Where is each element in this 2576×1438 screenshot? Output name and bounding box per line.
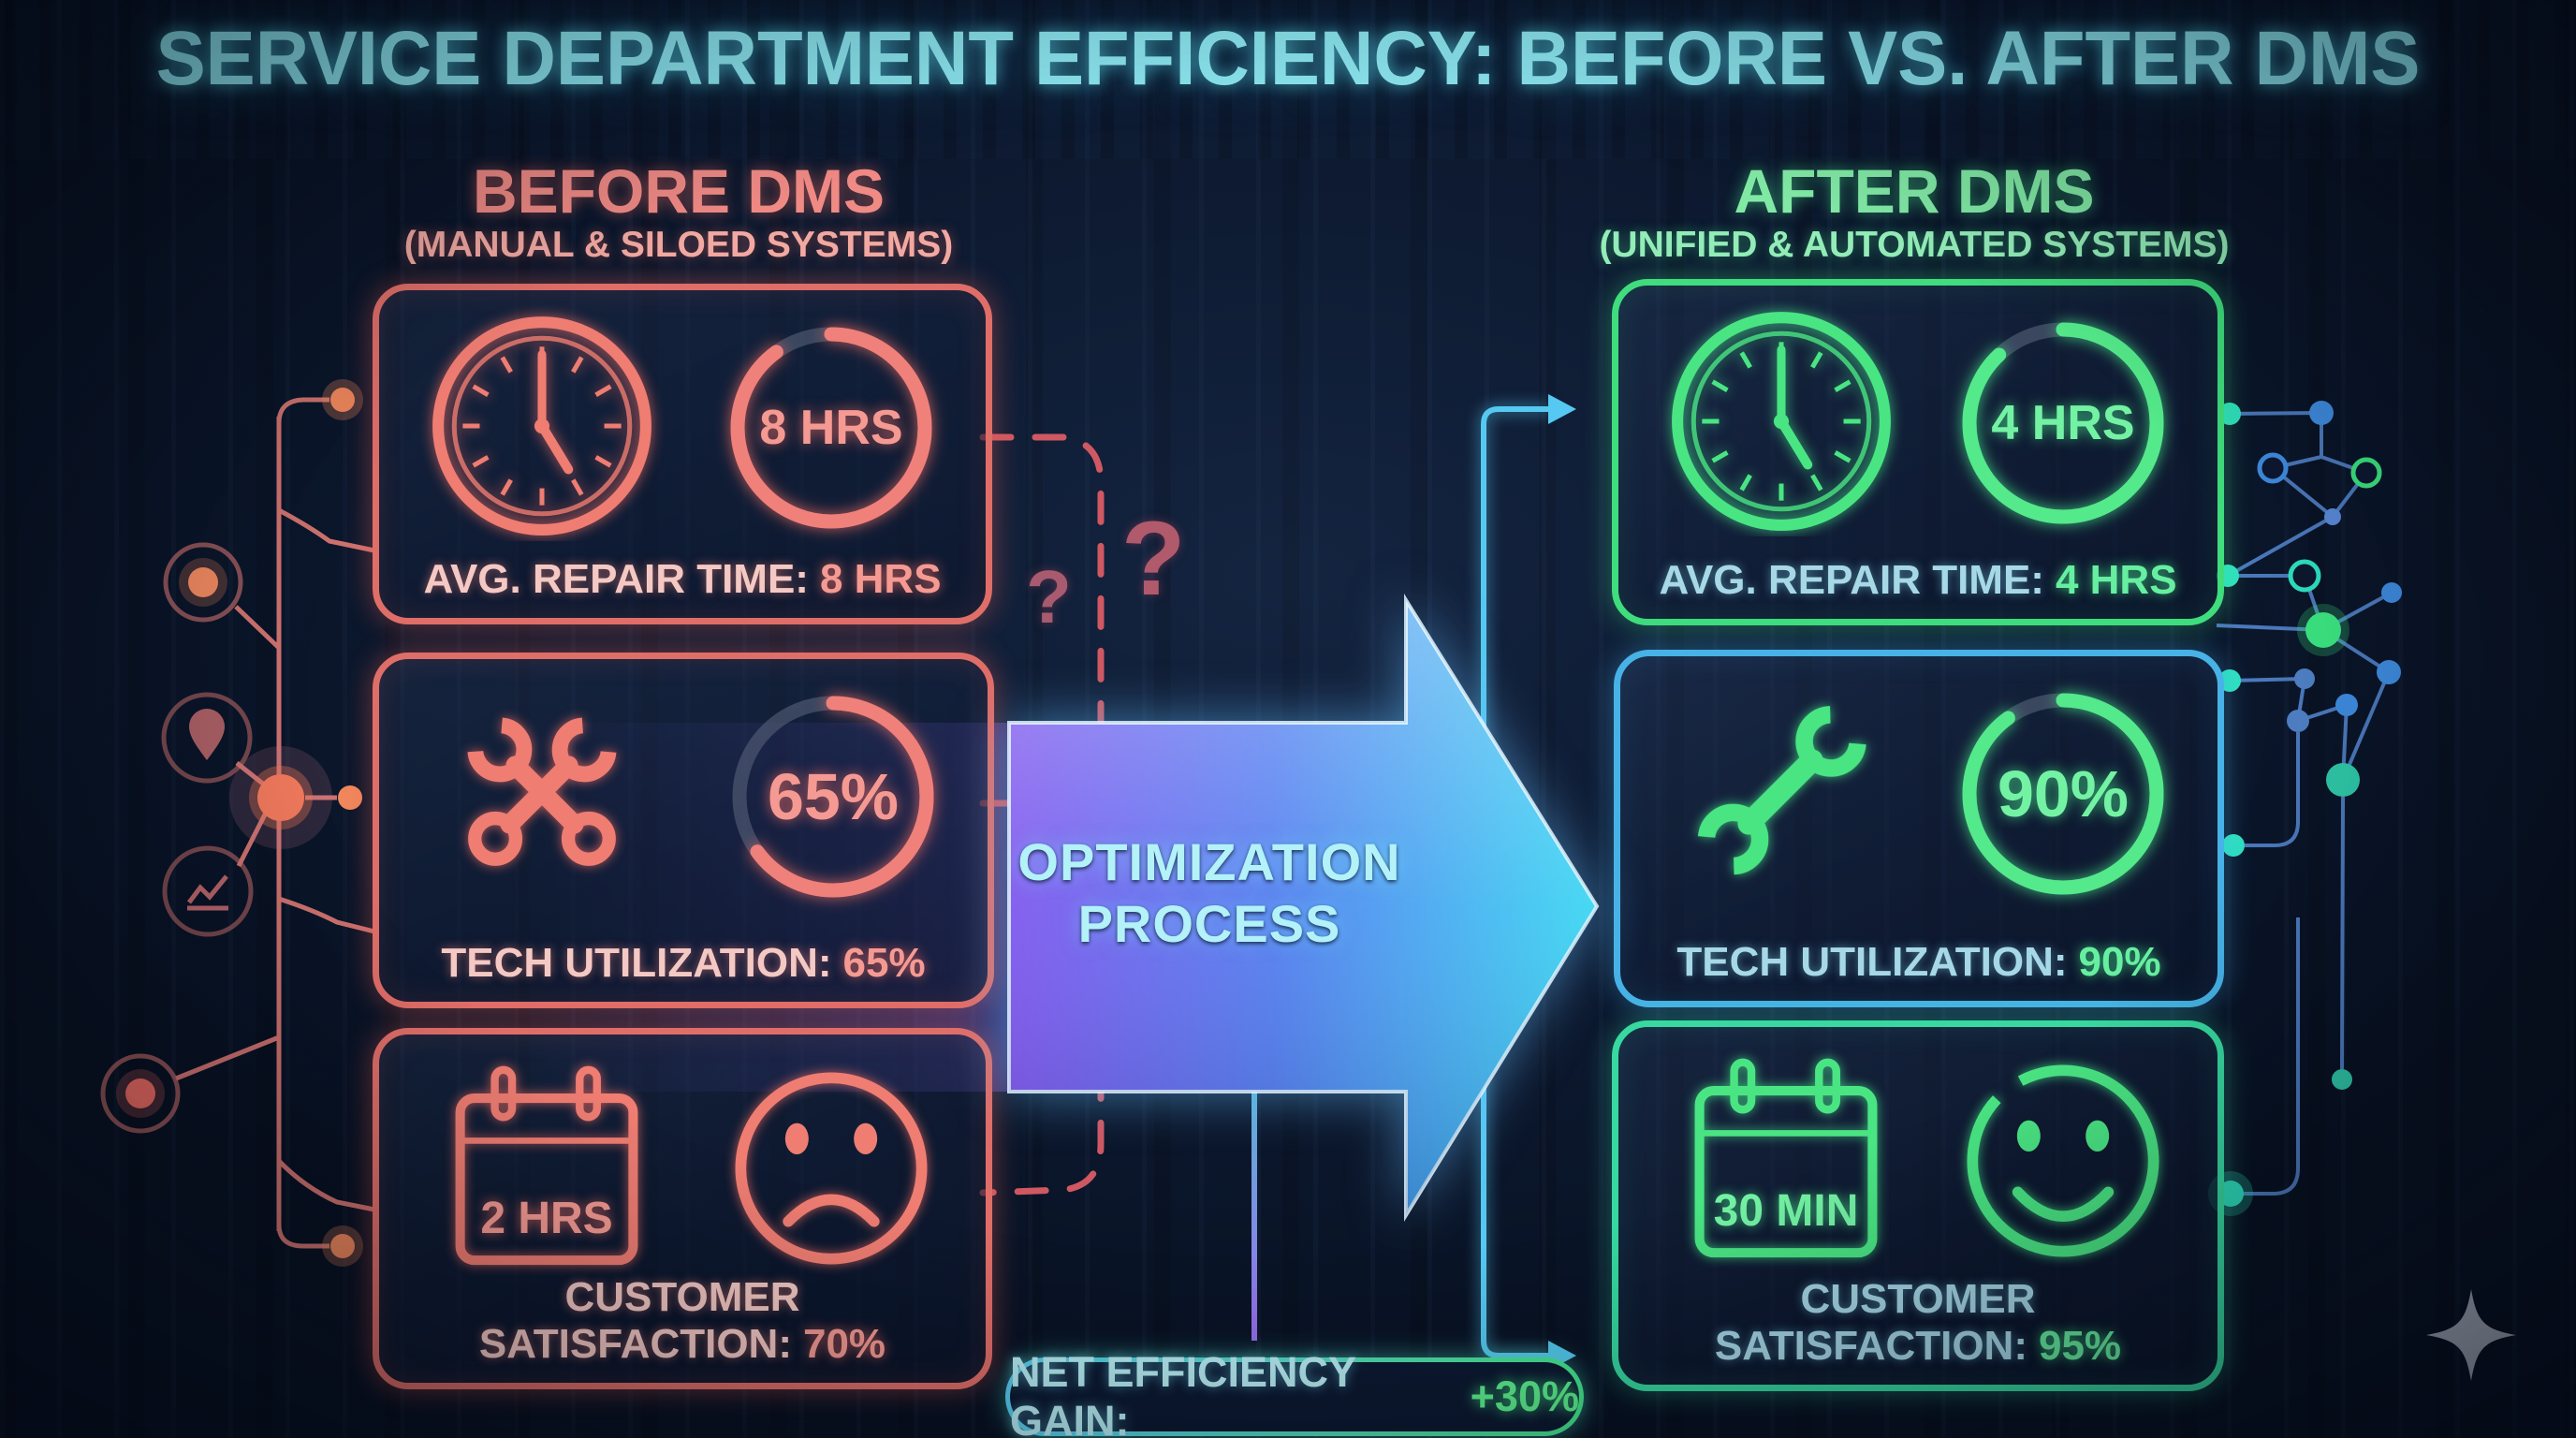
after-customer-satisfaction-card: 30 MIN CUSTOMER SATISFACTION: 95% [1612,1020,2224,1391]
calendar-value: 30 MIN [1713,1185,1859,1236]
chart-ring-icon [162,845,254,937]
question-mark: ? [1121,500,1186,617]
caption-value: 90% [2078,939,2161,985]
after-column-heading: AFTER DMS [1734,156,2095,226]
before-customer-satisfaction-card: 2 HRS CUSTOMER SATISFACTION: 70% [373,1028,992,1389]
caption-label: TECH UTILIZATION: [1676,939,2068,985]
card-caption: TECH UTILIZATION: 90% [1620,939,2217,986]
happy-face-icon [1946,1044,2180,1278]
page-title: SERVICE DEPARTMENT EFFICIENCY: BEFORE VS… [155,16,2421,101]
net-efficiency-gain-inner: NET EFFICIENCY GAIN: +30% [1010,1348,1579,1438]
before-column-heading: BEFORE DMS [472,156,886,226]
card-caption: AVG. REPAIR TIME: 8 HRS [379,556,986,603]
chart-icon [187,874,228,911]
right-network [2216,411,2393,1196]
node-ring-icon [163,542,243,623]
card-caption: CUSTOMER SATISFACTION: 95% [1618,1276,2217,1370]
before-tech-utilization-card: 65% TECH UTILIZATION: 65% [373,653,994,1008]
arrow-label-line2: PROCESS [1077,894,1341,953]
after-connector-bracket [1481,406,1550,1358]
caption-label: AVG. REPAIR TIME: [1659,557,2044,603]
node-ring-icon [100,1053,181,1134]
clock-icon [411,305,673,541]
calendar-icon: 2 HRS [422,1049,671,1285]
caption-label: CUSTOMER SATISFACTION: [1714,1276,2036,1369]
before-repair-time-card: 8 HRS AVG. REPAIR TIME: 8 HRS [373,284,992,624]
after-tech-utilization-card: 90% TECH UTILIZATION: 90% [1614,650,2224,1007]
question-mark: ? [1026,555,1072,638]
metric-ring: 8 HRS [714,311,948,545]
gain-label: NET EFFICIENCY GAIN: [1010,1348,1356,1438]
caption-value: 8 HRS [819,556,942,602]
clock-icon [1650,301,1912,536]
sparkle-icon [2426,1289,2516,1381]
arrowhead-icon [1548,394,1576,424]
glow-dot-icon [1046,792,1069,814]
metric-ring: 90% [1946,677,2180,911]
location-pin-icon [189,709,225,760]
calendar-value: 2 HRS [480,1193,613,1243]
left-network [100,397,375,1249]
caption-value: 70% [802,1321,886,1367]
arrow-label-line1: OPTIMIZATION [1017,832,1401,891]
caption-value: 65% [842,940,926,986]
right-network-nodes [2208,401,2402,1216]
calendar-icon: 30 MIN [1661,1042,1910,1278]
question-mark: ? [1018,1001,1070,1094]
after-repair-time-card: 4 HRS AVG. REPAIR TIME: 4 HRS [1612,279,2224,625]
left-network-nodes [116,379,363,1267]
before-column-subheading: (MANUAL & SILOED SYSTEMS) [403,225,954,265]
ring-value: 65% [767,760,900,833]
ring-value: 90% [1997,757,2130,830]
ring-value: 8 HRS [759,401,903,455]
caption-value: 95% [2038,1323,2122,1369]
caption-label: TECH UTILIZATION: [441,940,832,986]
caption-label: AVG. REPAIR TIME: [423,556,809,602]
caption-label: CUSTOMER SATISFACTION: [478,1274,800,1367]
arrow-label: OPTIMIZATION PROCESS [1013,831,1406,955]
sad-face-icon [714,1051,948,1285]
card-caption: CUSTOMER SATISFACTION: 70% [379,1274,986,1368]
after-column-subheading: (UNIFIED & AUTOMATED SYSTEMS) [1599,225,2230,265]
gain-value: +30% [1470,1372,1579,1420]
card-caption: TECH UTILIZATION: 65% [379,940,988,987]
wrench-icon [1652,671,1914,907]
metric-ring: 4 HRS [1946,306,2180,540]
crossed-wrenches-icon [411,674,673,910]
net-efficiency-gain-badge: NET EFFICIENCY GAIN: +30% [1005,1348,1584,1438]
location-pin-ring-icon [161,692,253,784]
metric-ring: 65% [716,680,950,914]
caption-value: 4 HRS [2055,557,2177,603]
card-caption: AVG. REPAIR TIME: 4 HRS [1618,557,2217,604]
ring-value: 4 HRS [1991,396,2135,450]
